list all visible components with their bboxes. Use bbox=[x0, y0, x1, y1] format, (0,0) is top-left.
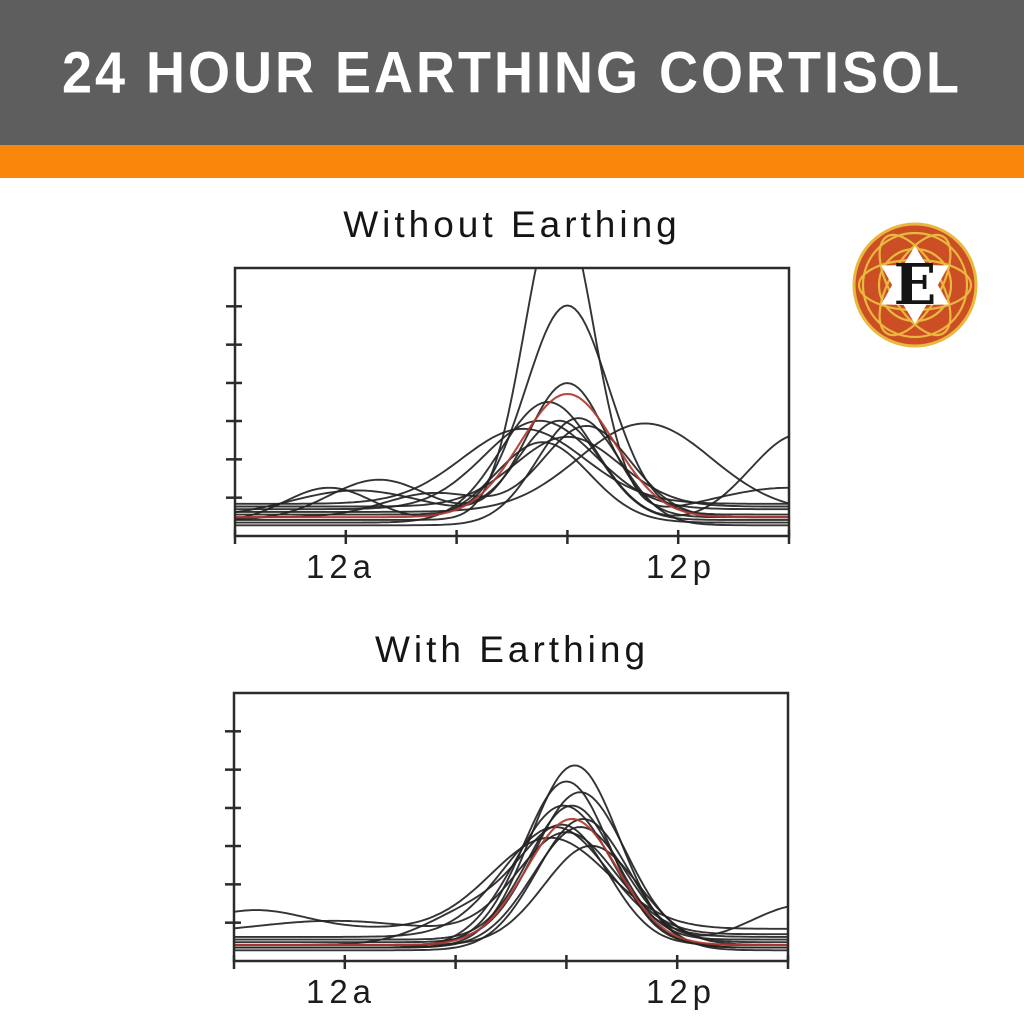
logo-star bbox=[881, 246, 949, 324]
chart1-title: Without Earthing bbox=[343, 204, 681, 245]
chart2-plot bbox=[225, 691, 790, 969]
header-band: 24 HOUR EARTHING CORTISOL bbox=[0, 0, 1024, 145]
chart2-title: With Earthing bbox=[374, 629, 650, 670]
chart1-xlabel-12p: 12p bbox=[645, 548, 717, 585]
header-accent-bar bbox=[0, 145, 1024, 178]
page-title: 24 HOUR EARTHING CORTISOL bbox=[61, 40, 963, 105]
chart1-plot bbox=[226, 266, 791, 544]
chart1-xlabel-12a: 12a bbox=[305, 548, 377, 585]
brand-logo: E bbox=[852, 222, 978, 348]
chart2-xlabel-12a: 12a bbox=[305, 973, 377, 1010]
chart2-xlabel-12p: 12p bbox=[645, 973, 717, 1010]
logo-letter-e: E bbox=[894, 252, 937, 318]
